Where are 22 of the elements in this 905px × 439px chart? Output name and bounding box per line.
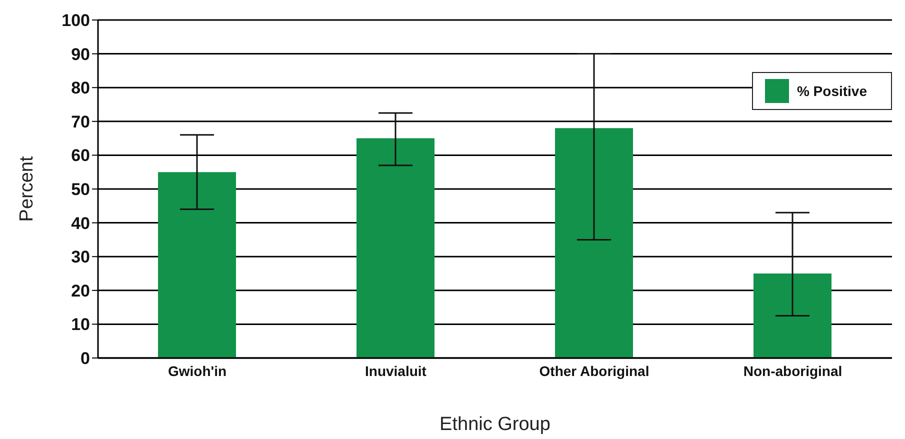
x-tick-label: Non-aboriginal bbox=[743, 362, 842, 379]
y-tick-label: 40 bbox=[71, 214, 90, 233]
bar bbox=[754, 274, 832, 358]
y-tick-label: 20 bbox=[71, 281, 90, 300]
y-tick-label: 70 bbox=[71, 112, 90, 132]
y-tick-label: 30 bbox=[71, 248, 90, 267]
y-tick-label: 60 bbox=[71, 146, 90, 166]
y-tick-label: 100 bbox=[62, 11, 90, 30]
x-axis-title: Ethnic Group bbox=[440, 414, 550, 435]
bar bbox=[356, 138, 434, 358]
x-tick-label: Other Aboriginal bbox=[539, 362, 650, 379]
y-axis-title: Percent bbox=[16, 156, 38, 222]
x-tick-label: Inuvialuit bbox=[365, 362, 427, 379]
y-tick-label: 80 bbox=[71, 78, 90, 98]
y-tick-label: 10 bbox=[71, 315, 90, 334]
legend-label: % Positive bbox=[796, 83, 867, 99]
x-tick-label: Gwioh'in bbox=[168, 362, 227, 379]
y-tick-label: 0 bbox=[80, 349, 90, 368]
bar bbox=[555, 128, 633, 358]
y-tick-label: 90 bbox=[71, 44, 90, 64]
y-tick-label: 50 bbox=[71, 180, 90, 200]
bar bbox=[158, 172, 236, 358]
